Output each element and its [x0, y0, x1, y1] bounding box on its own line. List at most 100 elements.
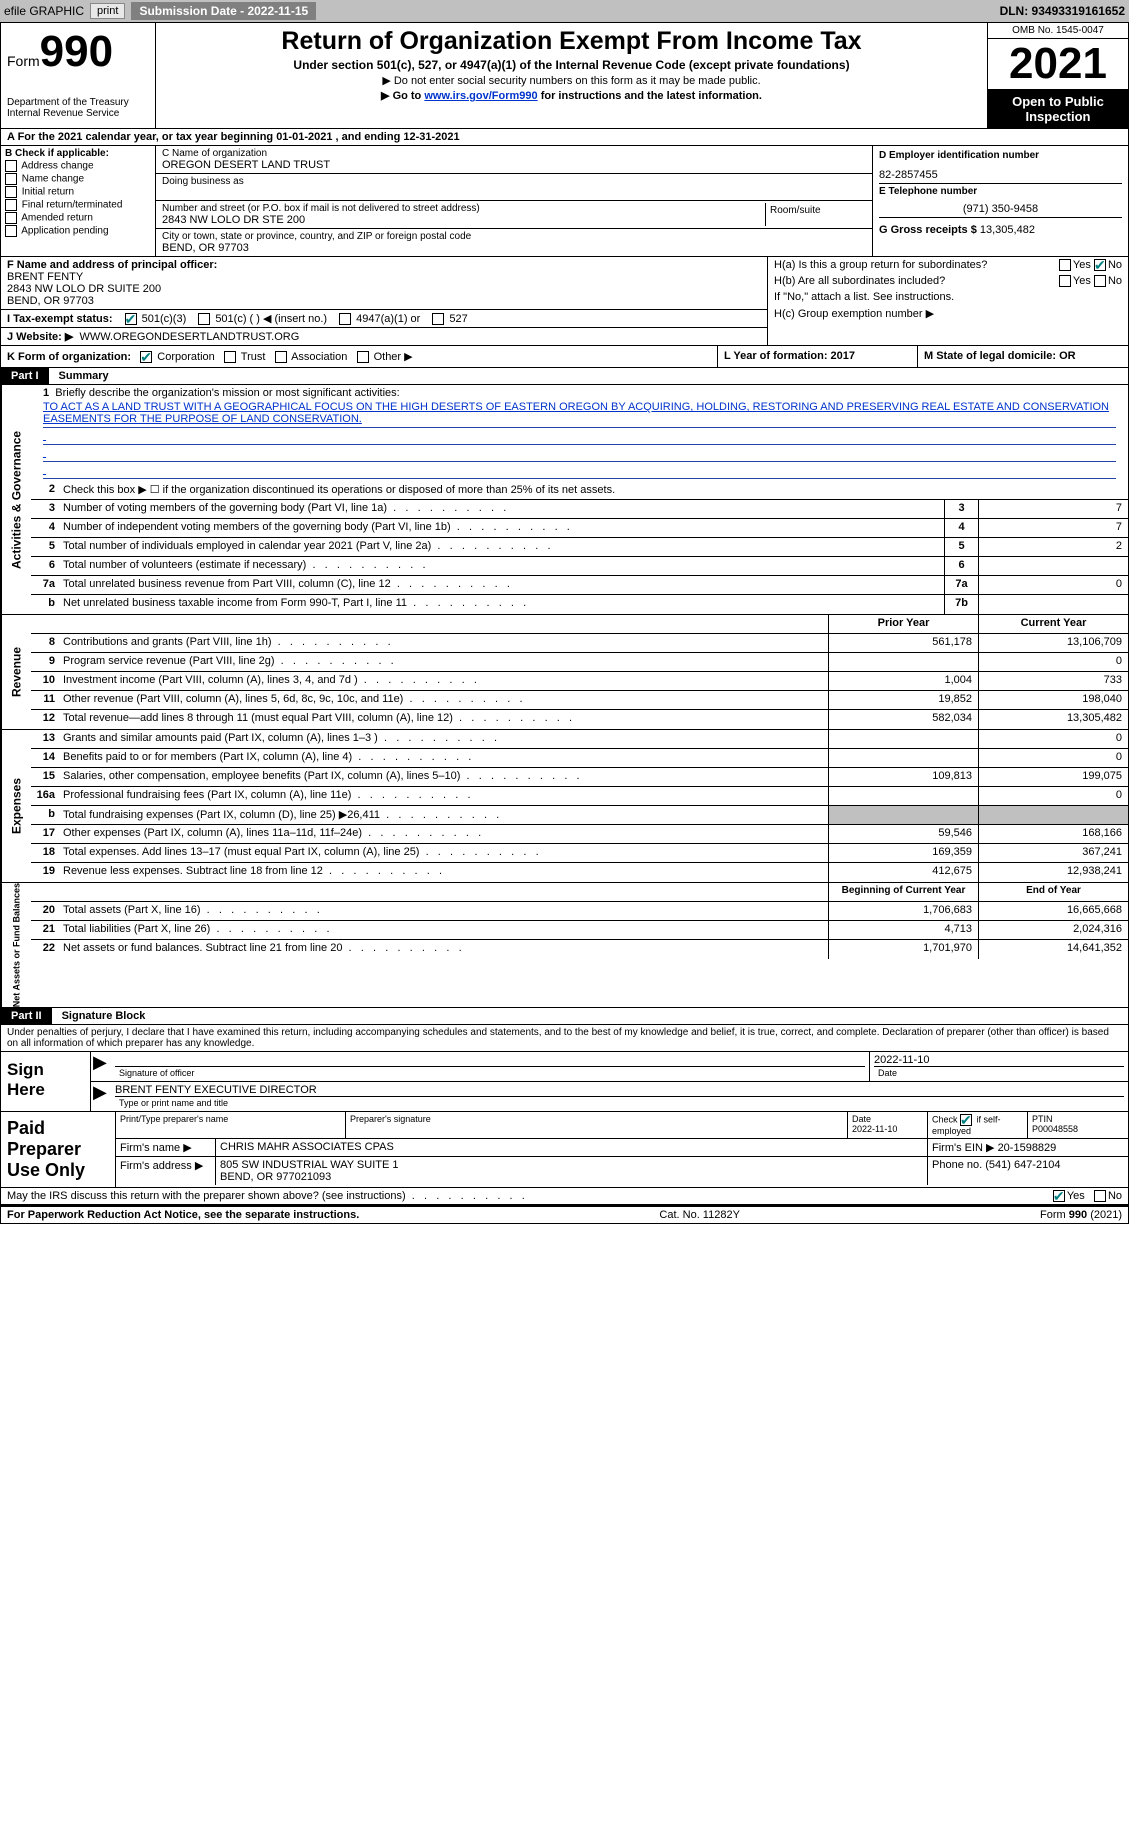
room-label: Room/suite: [770, 205, 821, 216]
chk-pending[interactable]: Application pending: [5, 225, 151, 237]
side-expenses: Expenses: [1, 730, 31, 882]
chk-trust[interactable]: Trust: [224, 351, 266, 363]
data-row: 14Benefits paid to or for members (Part …: [31, 749, 1128, 768]
part2-label: Part II: [1, 1008, 52, 1024]
print-button[interactable]: print: [90, 3, 125, 19]
ha-no[interactable]: No: [1094, 259, 1122, 271]
data-row: 20Total assets (Part X, line 16)1,706,68…: [31, 902, 1128, 921]
col-c: C Name of organization OREGON DESERT LAN…: [156, 146, 873, 256]
na-hdr-prior: Beginning of Current Year: [828, 883, 978, 901]
chk-other[interactable]: Other ▶: [357, 351, 413, 363]
ein: 82-2857455: [879, 169, 1122, 181]
org-name-label: C Name of organization: [162, 148, 267, 159]
cat-no: Cat. No. 11282Y: [359, 1209, 1040, 1221]
na-hdr-curr: End of Year: [978, 883, 1128, 901]
chk-final[interactable]: Final return/terminated: [5, 199, 151, 211]
revenue-block: Revenue Prior Year Current Year 8Contrib…: [0, 615, 1129, 730]
data-row: 17Other expenses (Part IX, column (A), l…: [31, 825, 1128, 844]
form-990-label: Form990: [7, 27, 149, 77]
data-row: 19Revenue less expenses. Subtract line 1…: [31, 863, 1128, 882]
data-row: 12Total revenue—add lines 8 through 11 (…: [31, 710, 1128, 729]
mission-text: TO ACT AS A LAND TRUST WITH A GEOGRAPHIC…: [43, 399, 1116, 428]
sig-date: 2022-11-10: [874, 1054, 1124, 1066]
officer-name-title: BRENT FENTY EXECUTIVE DIRECTOR: [115, 1084, 1124, 1096]
firm-addr2: BEND, OR 977021093: [220, 1171, 331, 1183]
block-bcd: B Check if applicable: Address change Na…: [0, 146, 1129, 257]
paid-preparer-label: Paid Preparer Use Only: [1, 1112, 116, 1187]
firm-name-lbl: Firm's name ▶: [116, 1139, 216, 1156]
arrow-icon: ▶: [91, 1052, 111, 1081]
chk-amended[interactable]: Amended return: [5, 212, 151, 224]
chk-corp[interactable]: Corporation: [140, 351, 215, 363]
chk-501c3[interactable]: 501(c)(3): [125, 313, 187, 325]
efile-label: efile GRAPHIC: [4, 4, 84, 18]
irs-link[interactable]: www.irs.gov/Form990: [424, 90, 537, 102]
arrow-icon: ▶: [91, 1082, 111, 1111]
discuss-row: May the IRS discuss this return with the…: [0, 1188, 1129, 1205]
hdr-prior: Prior Year: [828, 615, 978, 633]
m-state: M State of legal domicile: OR: [918, 346, 1128, 367]
k-label: K Form of organization:: [7, 351, 131, 363]
discuss-yes[interactable]: Yes: [1053, 1190, 1085, 1202]
activities-block: Activities & Governance 1 Briefly descri…: [0, 385, 1129, 615]
chk-initial[interactable]: Initial return: [5, 186, 151, 198]
data-row: 16aProfessional fundraising fees (Part I…: [31, 787, 1128, 806]
preparer-block: Paid Preparer Use Only Print/Type prepar…: [0, 1112, 1129, 1188]
col-b-checkboxes: B Check if applicable: Address change Na…: [1, 146, 156, 256]
chk-address[interactable]: Address change: [5, 160, 151, 172]
part2-header: Part II Signature Block: [0, 1008, 1129, 1025]
form-header: Form990 Department of the Treasury Inter…: [0, 22, 1129, 129]
sign-here: Sign Here: [1, 1052, 91, 1111]
expenses-block: Expenses 13Grants and similar amounts pa…: [0, 730, 1129, 883]
summary-row: bNet unrelated business taxable income f…: [31, 595, 1128, 614]
data-row: 10Investment income (Part VIII, column (…: [31, 672, 1128, 691]
ha-yes[interactable]: Yes: [1059, 259, 1091, 271]
dba-label: Doing business as: [162, 176, 244, 187]
firm-addr1: 805 SW INDUSTRIAL WAY SUITE 1: [220, 1159, 399, 1171]
f-label: F Name and address of principal officer:: [7, 259, 217, 271]
form-subtitle: Under section 501(c), 527, or 4947(a)(1)…: [162, 58, 981, 72]
summary-row: 5Total number of individuals employed in…: [31, 538, 1128, 557]
omb-number: OMB No. 1545-0047: [988, 23, 1128, 39]
hb-yes[interactable]: Yes: [1059, 275, 1091, 287]
firm-phone: (541) 647-2104: [985, 1159, 1060, 1171]
discuss-no[interactable]: No: [1094, 1190, 1122, 1202]
sig-intro: Under penalties of perjury, I declare th…: [1, 1025, 1128, 1052]
submission-date: Submission Date - 2022-11-15: [131, 2, 316, 20]
l-year: L Year of formation: 2017: [718, 346, 918, 367]
addr: 2843 NW LOLO DR STE 200: [162, 214, 305, 226]
dln: DLN: 93493319161652: [1000, 4, 1125, 18]
prep-selfemp[interactable]: Check if self-employed: [928, 1112, 1028, 1138]
data-row: 21Total liabilities (Part X, line 26)4,7…: [31, 921, 1128, 940]
ein-label: D Employer identification number: [879, 150, 1122, 161]
side-revenue: Revenue: [1, 615, 31, 729]
addr-label: Number and street (or P.O. box if mail i…: [162, 203, 480, 214]
city-label: City or town, state or province, country…: [162, 231, 471, 242]
mission-block: 1 Briefly describe the organization's mi…: [31, 385, 1128, 481]
gross: 13,305,482: [980, 224, 1035, 236]
part1-header: Part I Summary: [0, 368, 1129, 385]
hb-no[interactable]: No: [1094, 275, 1122, 287]
block-fhij: F Name and address of principal officer:…: [0, 257, 1129, 346]
prep-date: 2022-11-10: [852, 1124, 897, 1134]
pra-notice: For Paperwork Reduction Act Notice, see …: [7, 1209, 359, 1221]
firm-ein: 20-1598829: [998, 1142, 1057, 1154]
summary-row: 7aTotal unrelated business revenue from …: [31, 576, 1128, 595]
tel: (971) 350-9458: [879, 203, 1122, 215]
hdr-curr: Current Year: [978, 615, 1128, 633]
data-row: bTotal fundraising expenses (Part IX, co…: [31, 806, 1128, 825]
data-row: 9Program service revenue (Part VIII, lin…: [31, 653, 1128, 672]
side-activities: Activities & Governance: [1, 385, 31, 614]
chk-name[interactable]: Name change: [5, 173, 151, 185]
chk-assoc[interactable]: Association: [275, 351, 348, 363]
note-link: ▶ Go to www.irs.gov/Form990 for instruct…: [162, 89, 981, 102]
signature-block: Under penalties of perjury, I declare th…: [0, 1025, 1129, 1112]
chk-527[interactable]: 527: [432, 313, 467, 325]
name-cap: Type or print name and title: [115, 1096, 1124, 1109]
discuss-q: May the IRS discuss this return with the…: [7, 1190, 525, 1202]
netassets-block: Net Assets or Fund Balances Beginning of…: [0, 883, 1129, 1008]
chk-4947[interactable]: 4947(a)(1) or: [339, 313, 420, 325]
tel-label: E Telephone number: [879, 186, 1122, 197]
officer-name: BRENT FENTY: [7, 271, 83, 283]
chk-501c[interactable]: 501(c) ( ) ◀ (insert no.): [198, 312, 327, 325]
